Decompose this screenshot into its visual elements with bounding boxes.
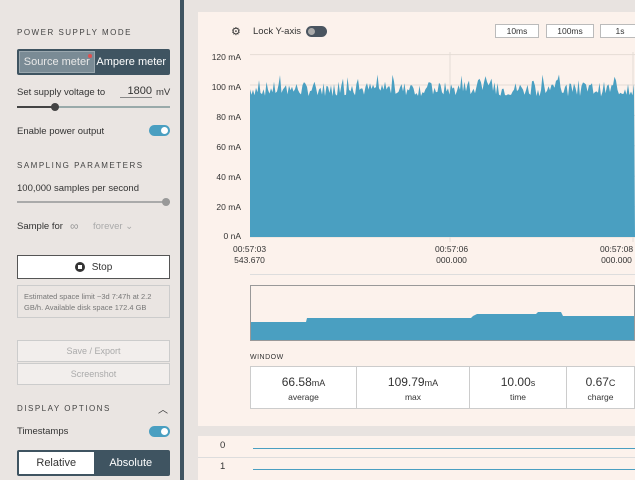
- stat-label: average: [288, 392, 319, 402]
- ampere-meter-option[interactable]: Ampere meter: [96, 56, 167, 68]
- source-meter-label: Source meter: [23, 56, 90, 68]
- x-tick-time: 00:57:06: [435, 244, 469, 254]
- x-tick-label: 00:57:06 000.000: [435, 244, 468, 266]
- stat-max: 109.79mA max: [356, 366, 470, 409]
- overview-waveform: [251, 312, 634, 340]
- stat-label: charge: [587, 392, 614, 402]
- enable-power-label: Enable power output: [17, 126, 105, 137]
- power-mode-switch: Source meter Ampere meter: [17, 49, 170, 75]
- x-tick-sub: 000.000: [601, 255, 632, 265]
- sample-rate-slider-thumb[interactable]: [162, 198, 170, 206]
- stat-unit: mA: [424, 378, 439, 388]
- stat-average: 66.58mA average: [250, 366, 357, 409]
- window-100ms-button[interactable]: 100ms: [546, 24, 594, 38]
- screenshot-button[interactable]: Screenshot: [17, 363, 170, 385]
- x-tick-time: 00:57:03: [233, 244, 267, 254]
- stop-button[interactable]: Stop: [17, 255, 170, 279]
- settings-gear-icon[interactable]: ⚙: [231, 26, 241, 38]
- stat-charge: 0.67C charge: [566, 366, 635, 409]
- y-tick-label: 20 mA: [216, 202, 241, 212]
- stat-unit: s: [530, 378, 536, 388]
- supply-voltage-input[interactable]: 1800: [120, 85, 152, 98]
- x-tick-time: 00:57:08: [600, 244, 634, 254]
- stat-number: 0.67: [585, 375, 609, 389]
- chevron-down-icon: ⌄: [125, 221, 134, 232]
- timestamps-label: Timestamps: [17, 426, 69, 437]
- stat-number: 10.00: [500, 375, 531, 389]
- infinity-icon: ∞: [70, 219, 79, 233]
- x-tick-sub: 543.670: [234, 255, 265, 265]
- source-meter-option[interactable]: Source meter: [19, 51, 95, 73]
- stat-unit: C: [608, 378, 616, 388]
- stat-value: 66.58mA: [251, 375, 356, 389]
- voltage-unit: mV: [156, 87, 171, 98]
- collapse-chevron-icon[interactable]: ︿: [158, 405, 168, 416]
- sidebar: POWER SUPPLY MODE Source meter Ampere me…: [0, 0, 180, 480]
- sample-for-label: Sample for: [17, 221, 63, 232]
- power-supply-mode-title: POWER SUPPLY MODE: [17, 28, 132, 37]
- y-tick-label: 100 mA: [211, 82, 241, 92]
- stat-number: 109.79: [387, 375, 425, 389]
- y-tick-label: 60 mA: [216, 142, 241, 152]
- lock-y-axis-label: Lock Y-axis: [253, 26, 302, 37]
- stop-icon: [74, 262, 85, 272]
- stop-label: Stop: [91, 261, 113, 273]
- absolute-option[interactable]: Absolute: [109, 457, 153, 469]
- x-tick-label: 00:57:08 000.000: [600, 244, 633, 266]
- time-mode-switch: Relative Absolute: [17, 450, 170, 476]
- stat-number: 66.58: [281, 375, 312, 389]
- digital-channels-panel: 0 1: [198, 436, 635, 480]
- chart-divider: [250, 274, 635, 275]
- channel-1-trace: [253, 469, 635, 470]
- sidebar-divider: [180, 0, 184, 480]
- display-options-title: DISPLAY OPTIONS: [17, 404, 111, 413]
- channel-0-trace: [253, 448, 635, 449]
- window-1s-button[interactable]: 1s: [600, 24, 635, 38]
- sample-duration-select[interactable]: forever ⌄: [93, 221, 133, 232]
- relative-option[interactable]: Relative: [19, 452, 94, 474]
- y-tick-label: 120 mA: [211, 52, 241, 62]
- voltage-slider-track[interactable]: [17, 106, 170, 108]
- y-tick-label: 80 mA: [216, 112, 241, 122]
- timestamps-toggle[interactable]: [149, 426, 170, 437]
- window-10ms-button[interactable]: 10ms: [495, 24, 539, 38]
- stat-time: 10.00s time: [469, 366, 567, 409]
- channel-0-label: 0: [220, 440, 226, 451]
- channel-divider: [198, 457, 635, 458]
- y-tick-label: 40 mA: [216, 172, 241, 182]
- status-dot: [87, 54, 92, 58]
- sample-rate-label: 100,000 samples per second: [17, 183, 139, 194]
- chart-panel: ⚙ Lock Y-axis 10ms 100ms 1s 120 mA 100 m…: [198, 12, 635, 426]
- save-export-button[interactable]: Save / Export: [17, 340, 170, 362]
- stat-value: 10.00s: [470, 375, 566, 389]
- x-tick-label: 00:57:03 543.670: [233, 244, 266, 266]
- voltage-slider-thumb[interactable]: [51, 103, 60, 111]
- sampling-parameters-title: SAMPLING PARAMETERS: [17, 161, 144, 170]
- channel-1-label: 1: [220, 461, 226, 472]
- stat-value: 0.67C: [567, 375, 634, 389]
- sample-rate-slider-track[interactable]: [17, 201, 170, 203]
- stat-label: max: [404, 392, 422, 402]
- x-tick-sub: 000.000: [436, 255, 467, 265]
- current-waveform: [250, 74, 635, 237]
- enable-power-toggle[interactable]: [149, 125, 170, 136]
- voltage-slider-fill: [17, 106, 56, 108]
- lock-y-axis-toggle[interactable]: [306, 26, 327, 37]
- current-chart[interactable]: [250, 52, 635, 242]
- overview-chart[interactable]: [250, 285, 635, 341]
- supply-voltage-label: Set supply voltage to: [17, 87, 106, 98]
- stat-value: 109.79mA: [357, 375, 469, 389]
- y-tick-label: 0 nA: [223, 231, 242, 241]
- disk-space-info: Estimated space limit ~3d 7:47h at 2.2 G…: [17, 285, 170, 318]
- window-stats-title: WINDOW: [250, 354, 284, 361]
- stat-unit: mA: [311, 378, 326, 388]
- stat-label: time: [509, 392, 527, 402]
- sample-duration-value: forever: [93, 221, 123, 232]
